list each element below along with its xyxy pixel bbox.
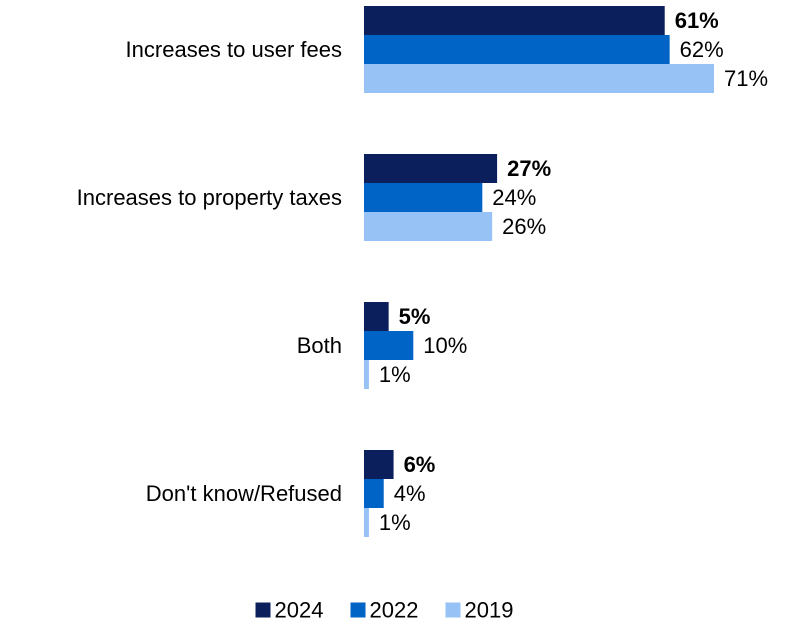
data-label-2022: 4% [394,481,426,506]
category-label: Increases to property taxes [77,185,342,210]
bar-2019 [364,64,714,93]
data-label-2024: 27% [507,156,551,181]
category-group: Don't know/Refused 6% 4% 1% [146,450,436,537]
category-group: Increases to user fees 61% 62%71% [126,6,768,93]
bar-2019 [364,212,493,241]
data-label-2022: 24% [492,185,536,210]
bar-2024 [364,6,665,35]
bar-2022 [364,35,670,64]
legend-label: 2024 [275,598,324,623]
legend-swatch [350,602,366,618]
data-label-2024: 6% [404,452,436,477]
data-label-2024: 5% [399,304,431,329]
data-label-2019: 1% [379,510,411,535]
data-label-2019: 26% [502,214,546,239]
category-label: Don't know/Refused [146,481,342,506]
bar-2022 [364,331,414,360]
legend: 2024 2022 2019 [255,598,514,623]
bar-2019 [364,508,369,537]
legend-label: 2022 [370,598,419,623]
legend-item-2024: 2024 [255,598,324,623]
bar-2024 [364,302,389,331]
bar-2022 [364,183,483,212]
category-group: Increases to property taxes 27% 24% 26% [77,154,551,241]
legend-item-2022: 2022 [350,598,419,623]
bar-2019 [364,360,369,389]
data-label-2019: 71% [724,66,768,91]
legend-item-2019: 2019 [445,598,514,623]
category-label: Both [297,333,342,358]
data-label-2024: 61% [675,8,719,33]
data-label-2022: 10% [423,333,467,358]
bar-2024 [364,450,394,479]
legend-swatch [445,602,461,618]
legend-swatch [255,602,271,618]
bar-2024 [364,154,498,183]
category-label: Increases to user fees [126,37,342,62]
bar-2022 [364,479,384,508]
data-label-2019: 1% [379,362,411,387]
legend-label: 2019 [465,598,514,623]
data-label-2022: 62% [680,37,724,62]
category-group: Both 5% 10% 1% [297,302,467,389]
